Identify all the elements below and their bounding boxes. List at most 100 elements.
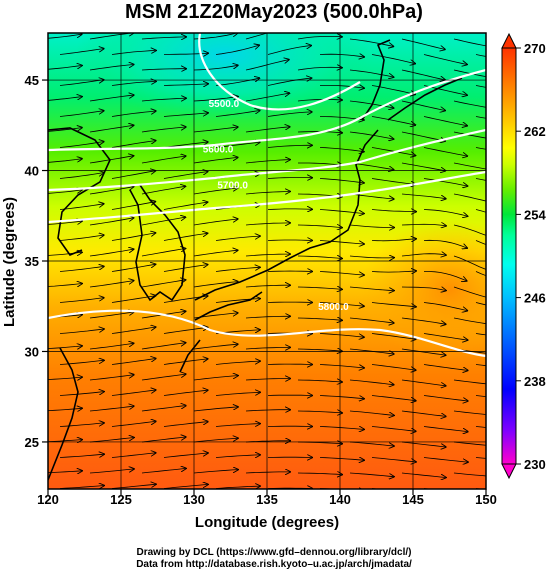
streamline-arrow xyxy=(297,411,342,413)
streamline-arrow xyxy=(163,265,208,272)
streamline-arrow xyxy=(89,125,134,133)
streamline-arrow xyxy=(319,240,364,245)
streamline-arrow xyxy=(89,469,134,474)
streamline-arrow xyxy=(48,440,82,442)
colorbar-ticks: 270 262 254 246 238 230 xyxy=(516,41,546,472)
streamline-arrow xyxy=(267,145,312,147)
streamline-arrow xyxy=(193,97,238,102)
streamline-arrow xyxy=(298,163,342,165)
streamline-arrow xyxy=(297,349,342,351)
streamline-arrow xyxy=(141,249,185,257)
streamline-arrow xyxy=(89,95,134,102)
streamline-arrow xyxy=(423,426,468,432)
streamline-arrow xyxy=(475,147,486,150)
streamline-arrow xyxy=(297,287,342,289)
streamline-arrow xyxy=(401,193,446,199)
streamline-arrow xyxy=(245,254,290,256)
streamline-arrow xyxy=(48,346,82,349)
streamline-arrow xyxy=(453,100,486,108)
streamline-arrow xyxy=(111,111,156,117)
streamline-arrow xyxy=(319,395,364,399)
streamline-arrow xyxy=(141,374,186,381)
streamline-arrow xyxy=(48,471,82,473)
coastlines xyxy=(48,39,463,481)
streamline-arrow xyxy=(453,69,486,78)
streamline-arrow xyxy=(245,410,290,411)
streamline-arrow xyxy=(349,379,394,385)
streamline-arrow xyxy=(423,116,467,126)
streamline-arrow xyxy=(193,157,238,164)
x-tick-label: 130 xyxy=(183,492,205,507)
streamline-arrow xyxy=(215,486,260,488)
streamline-arrow xyxy=(111,51,156,55)
streamline-arrow xyxy=(319,54,364,57)
streamline-arrow xyxy=(401,410,446,416)
streamline-arrow xyxy=(48,284,82,288)
streamline-arrow xyxy=(89,312,134,319)
streamline-arrow xyxy=(401,348,446,355)
streamline-arrow xyxy=(89,249,134,257)
streamline-arrow xyxy=(59,360,104,365)
streamline-arrow xyxy=(401,254,446,256)
streamline-arrow xyxy=(401,69,445,80)
streamline-arrow xyxy=(245,192,290,195)
streamline-arrow xyxy=(111,390,156,396)
streamline-arrow xyxy=(475,364,486,367)
streamline-arrow xyxy=(475,426,486,428)
map-title: MSM 21Z20May2023 (500.0hPa) xyxy=(125,1,423,23)
streamline-arrow xyxy=(193,376,238,381)
streamline-arrow xyxy=(349,286,394,291)
streamline-arrow xyxy=(371,178,416,185)
streamline-arrow xyxy=(475,240,486,245)
temperature-shading xyxy=(48,33,486,489)
y-axis-ticks: 25 30 35 40 45 xyxy=(25,73,48,450)
streamline-arrow xyxy=(401,100,445,111)
streamline-arrow xyxy=(453,162,486,170)
streamline-arrow xyxy=(245,347,290,349)
streamline-arrow xyxy=(453,193,486,202)
streamline-arrow xyxy=(141,127,186,133)
streamline-arrow xyxy=(163,422,208,427)
streamline-arrow xyxy=(371,457,416,462)
streamline-arrow xyxy=(111,327,156,334)
streamline-arrow xyxy=(423,147,467,157)
streamline-arrow xyxy=(59,111,104,117)
streamline-arrow xyxy=(423,54,467,65)
contour-label: 5800.0 xyxy=(318,302,349,313)
streamline-arrow xyxy=(453,286,486,298)
streamline-arrow xyxy=(89,406,134,412)
x-tick-label: 140 xyxy=(329,492,351,507)
streamline-arrow xyxy=(319,427,364,430)
streamline-arrow xyxy=(141,186,185,195)
colorbar-tick-label: 238 xyxy=(524,374,546,389)
streamline-arrow xyxy=(215,392,260,396)
streamline-arrow xyxy=(423,239,467,248)
streamline-arrow xyxy=(245,472,290,473)
streamline-arrow xyxy=(453,255,486,270)
streamline-arrow xyxy=(111,421,156,427)
streamline-arrow xyxy=(424,271,467,281)
streamline-arrow xyxy=(475,457,486,459)
streamline-arrow xyxy=(59,80,104,86)
streamline-arrow xyxy=(215,236,260,241)
streamline-arrow xyxy=(89,218,133,226)
streamline-arrow xyxy=(89,438,134,443)
streamline-arrow xyxy=(401,287,446,291)
lat-lon-grid xyxy=(48,33,486,489)
streamline-arrow xyxy=(401,162,445,171)
streamline-arrow xyxy=(475,333,486,336)
streamline-arrow xyxy=(319,302,364,307)
streamline-arrow xyxy=(111,141,156,148)
streamline-arrow xyxy=(267,271,312,272)
streamline-arrow xyxy=(319,147,364,152)
height-contours xyxy=(48,33,486,358)
streamline-arrow xyxy=(349,38,393,46)
streamline-arrow xyxy=(297,99,342,101)
streamline-arrow xyxy=(193,127,238,133)
colorbar: 270 262 254 246 238 230 xyxy=(501,32,546,480)
streamline-arrow xyxy=(297,318,342,320)
streamline-arrow xyxy=(59,235,104,241)
streamline-arrow xyxy=(371,395,416,401)
streamline-arrow xyxy=(193,344,238,350)
streamline-arrow xyxy=(163,202,207,210)
